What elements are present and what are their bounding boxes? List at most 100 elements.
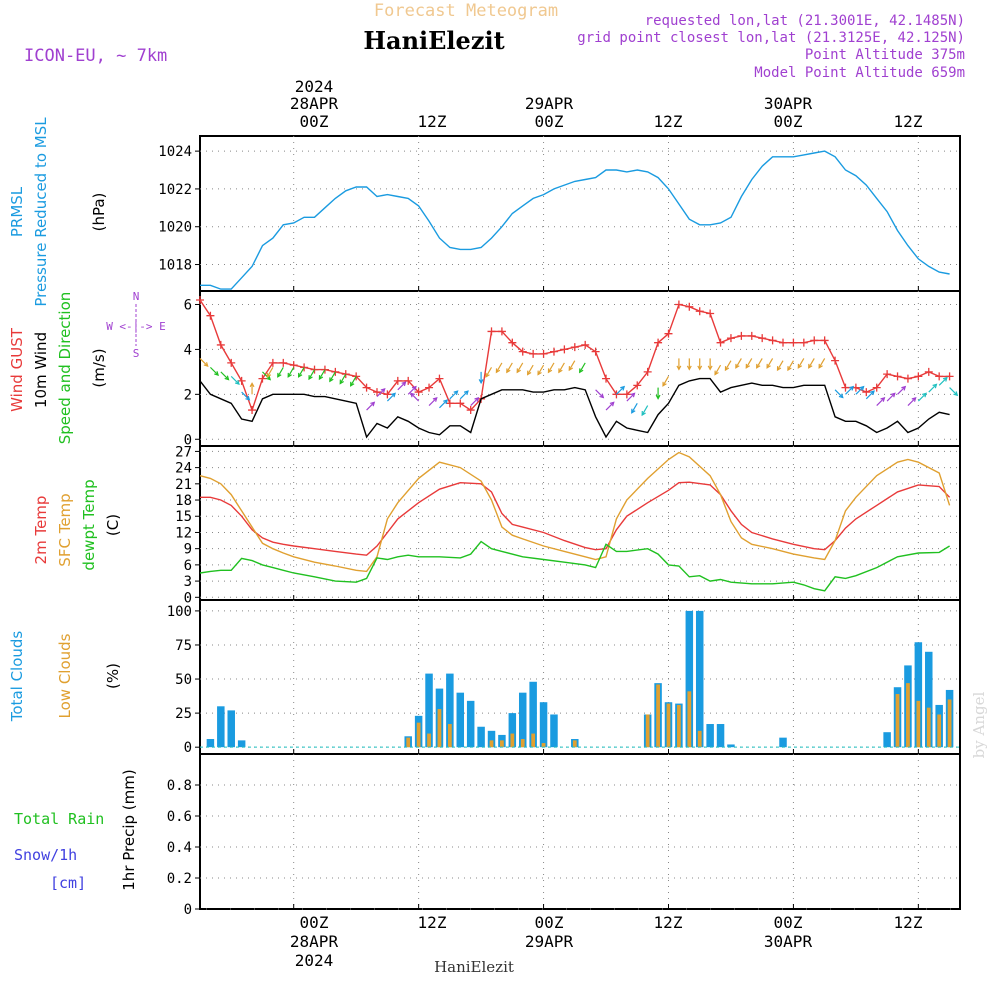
pressure-frame [199, 135, 961, 292]
top-tick-4: 00Z [774, 112, 803, 131]
gust-marker [789, 338, 798, 347]
wind-series-black [199, 377, 950, 439]
wind-arrow-head [911, 396, 917, 402]
wind-arrow-head [808, 363, 813, 369]
wind-arrow [876, 397, 885, 406]
wind-label-speed: Speed and Direction [56, 292, 74, 445]
low-cloud-bar [916, 700, 921, 748]
wind-arrow [485, 367, 493, 378]
wind-arrow [855, 386, 865, 395]
wind-arrow [595, 389, 604, 398]
wind-arrow-head [516, 368, 521, 374]
compass-n: N [133, 290, 140, 303]
total-cloud-bar [914, 642, 923, 748]
wind-arrow [506, 362, 513, 373]
low-cloud-bar [895, 694, 900, 748]
gust-marker [206, 311, 215, 320]
gust-marker [831, 356, 840, 365]
wind-arrow-head [631, 408, 636, 414]
wind-arrow [527, 364, 534, 375]
total-cloud-bar [217, 706, 225, 748]
total-cloud-bar [456, 692, 465, 748]
wind-arrow-head [707, 365, 713, 371]
total-cloud-bar [779, 737, 787, 748]
wind-arrow-head [797, 363, 803, 369]
wind-arrow [537, 364, 545, 375]
temperature-ytick-label: 9 [184, 542, 192, 558]
gust-marker [300, 363, 309, 372]
compass-s: S [133, 347, 140, 360]
wind-arrow [339, 373, 347, 384]
gust-marker [456, 399, 465, 408]
wind-arrow [350, 376, 357, 387]
top-tick-3: 12Z [654, 112, 683, 131]
total-cloud-bar [518, 692, 527, 748]
gust-marker [518, 347, 527, 356]
wind-arrow-head [308, 375, 313, 381]
wind-arrow [449, 390, 458, 400]
wind-arrow [241, 391, 250, 401]
wind-arrow-head [630, 392, 636, 398]
precip-label-cm: [cm] [50, 874, 86, 892]
wind-arrow [605, 401, 615, 411]
wind-arrow-head [249, 382, 255, 388]
precipitation-ytick-label: 0 [184, 902, 192, 918]
pressure-unit: (hPa) [90, 193, 108, 232]
wind-arrow [797, 358, 805, 369]
gust-marker [935, 372, 944, 381]
pressure-ytick-label: 1022 [158, 182, 192, 198]
low-cloud-bar [416, 722, 421, 748]
gust-marker [196, 295, 204, 304]
temperature-ytick-label: 6 [184, 558, 192, 574]
gust-marker [445, 399, 454, 408]
wind-arrow [865, 390, 875, 400]
gust-marker [497, 327, 506, 336]
wind-arrow [818, 358, 826, 369]
gust-marker [248, 406, 257, 415]
wind-arrow [631, 403, 638, 414]
wind-arrow [938, 377, 948, 386]
gust-marker [591, 347, 600, 356]
wind-arrow [308, 369, 316, 380]
wind-arrow [897, 386, 906, 395]
clouds-ytick-label: 75 [175, 638, 192, 654]
wind-arrow-head [287, 372, 292, 378]
bottom-year-label: 2024 [295, 951, 334, 970]
gust-marker [529, 349, 538, 358]
precipitation-ytick-label: 0.2 [167, 871, 192, 887]
wind-series-red [199, 299, 950, 413]
wind-arrow-head [714, 370, 719, 376]
total-cloud-bar [425, 673, 433, 748]
gust-marker [893, 372, 902, 381]
wind-arrow-head [697, 365, 703, 371]
pressure-label-msl: Pressure Reduced to MSL [32, 117, 50, 307]
gust-marker [216, 340, 225, 349]
clouds-label-total: Total Clouds [8, 631, 26, 723]
gust-marker [768, 336, 777, 345]
wind-arrow-head [849, 385, 855, 391]
wind-arrow [616, 386, 625, 395]
wind-arrow [470, 397, 479, 406]
wind-arrow-head [224, 375, 230, 381]
total-cloud-bar [206, 739, 215, 748]
top-date-2: 30APR [764, 94, 813, 113]
bottom-date-2: 30APR [764, 932, 813, 951]
gust-marker [310, 365, 319, 374]
wind-arrow-head [932, 383, 938, 389]
wind-arrow-head [641, 411, 646, 417]
wind-arrow [428, 397, 438, 406]
temp-label-2m: 2m Temp [32, 496, 50, 565]
total-cloud-bar [477, 726, 485, 748]
gust-marker [758, 334, 767, 343]
pressure-ytick-label: 1018 [158, 258, 192, 274]
low-cloud-bar [947, 699, 952, 748]
wind-arrow-head [380, 387, 386, 393]
gust-marker [779, 338, 788, 347]
gust-marker [664, 329, 673, 338]
pressure-series-blue [200, 150, 950, 290]
wind-arrow-head [599, 393, 605, 399]
low-cloud-bar [531, 733, 536, 748]
bottom-date-0: 28APR [290, 932, 339, 951]
wind-arrow-head [453, 390, 459, 396]
temperature-series-orange [199, 451, 951, 573]
